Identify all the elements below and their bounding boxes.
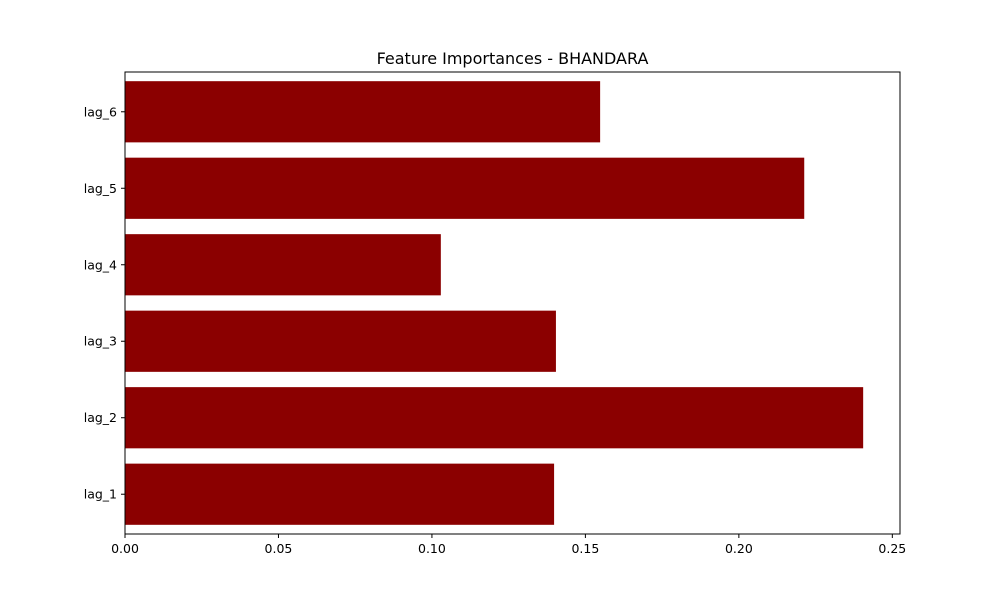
bar-lag-4: [125, 234, 441, 296]
bar-group: [125, 81, 864, 525]
chart-title: Feature Importances - BHANDARA: [377, 49, 649, 68]
bar-lag-5: [125, 157, 805, 219]
x-tick-label: 0.20: [725, 541, 753, 556]
bar-lag-2: [125, 387, 864, 449]
bar-lag-1: [125, 463, 555, 525]
y-tick-label: lag_3: [84, 334, 117, 349]
y-tick-label: lag_4: [84, 257, 117, 272]
bar-lag-6: [125, 81, 601, 143]
bar-lag-3: [125, 310, 556, 372]
x-tick-label: 0.25: [878, 541, 906, 556]
y-axis-ticks: lag_1 lag_2 lag_3 lag_4 lag_5 lag_6: [84, 104, 125, 502]
y-tick-label: lag_5: [84, 181, 117, 196]
x-tick-label: 0.10: [418, 541, 446, 556]
x-axis-ticks: 0.00 0.05 0.10 0.15 0.20 0.25: [111, 534, 906, 556]
x-tick-label: 0.05: [265, 541, 293, 556]
x-tick-label: 0.15: [571, 541, 599, 556]
x-tick-label: 0.00: [111, 541, 139, 556]
y-tick-label: lag_2: [84, 410, 117, 425]
y-tick-label: lag_6: [84, 104, 117, 119]
y-tick-label: lag_1: [84, 487, 117, 502]
plot-area-frame: [124, 71, 901, 535]
